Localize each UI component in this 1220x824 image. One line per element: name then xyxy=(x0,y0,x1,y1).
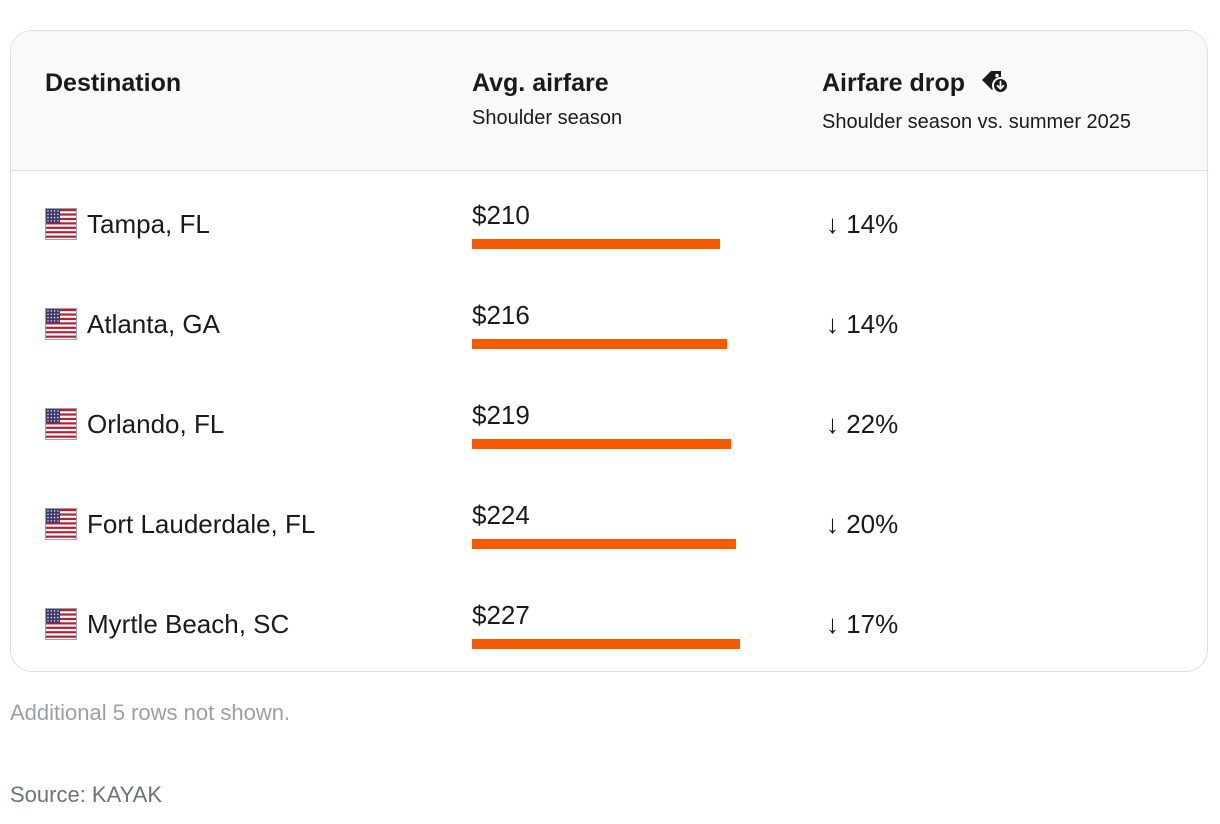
us-flag-icon xyxy=(45,308,77,340)
table-row: Atlanta, GA $216 ↓ 14% xyxy=(11,272,1207,372)
airfare-drop-value: ↓ 22% xyxy=(826,409,899,439)
header-destination: Destination xyxy=(45,68,181,98)
airfare-value: $219 xyxy=(472,400,530,430)
us-flag-icon xyxy=(45,508,77,540)
airfare-bar xyxy=(472,439,731,449)
us-flag-icon xyxy=(45,408,77,440)
destination-name: Myrtle Beach, SC xyxy=(87,609,290,639)
destination-name: Orlando, FL xyxy=(87,409,225,439)
header-drop: Airfare drop Shoulder season vs. summer … xyxy=(822,68,1131,134)
header-drop-title: Airfare drop xyxy=(822,69,966,97)
table-row: Myrtle Beach, SC $227 ↓ 17% xyxy=(11,572,1207,671)
airfare-drop-value: ↓ 14% xyxy=(826,209,899,239)
airfare-bar xyxy=(472,639,740,649)
airfare-table: Destination Avg. airfare Shoulder season… xyxy=(10,30,1208,672)
us-flag-icon xyxy=(45,608,77,640)
destination-name: Atlanta, GA xyxy=(87,309,220,339)
source-note: Source: KAYAK xyxy=(10,782,163,807)
airfare-drop-value: ↓ 14% xyxy=(826,309,899,339)
airfare-drop-value: ↓ 20% xyxy=(826,509,899,539)
header-drop-subtitle: Shoulder season vs. summer 2025 xyxy=(822,111,1132,133)
destination-name: Fort Lauderdale, FL xyxy=(87,509,316,539)
header-destination-title: Destination xyxy=(45,69,182,97)
rows-hidden-note: Additional 5 rows not shown. xyxy=(10,700,291,725)
airfare-value: $210 xyxy=(472,200,530,230)
table-row: Fort Lauderdale, FL $224 ↓ 20% xyxy=(11,472,1207,572)
destination-name: Tampa, FL xyxy=(87,209,210,239)
table-header: Destination Avg. airfare Shoulder season… xyxy=(11,31,1207,171)
airfare-value: $227 xyxy=(472,600,530,630)
header-airfare: Avg. airfare Shoulder season xyxy=(472,68,622,130)
airfare-bar xyxy=(472,339,727,349)
airfare-drop-value: ↓ 17% xyxy=(826,609,899,639)
header-airfare-subtitle: Shoulder season xyxy=(472,107,623,129)
airfare-bar xyxy=(472,539,736,549)
table-row: Tampa, FL $210 ↓ 14% xyxy=(11,172,1207,272)
table-row: Orlando, FL $219 ↓ 22% xyxy=(11,372,1207,472)
header-airfare-title: Avg. airfare xyxy=(472,69,609,97)
us-flag-icon xyxy=(45,208,77,240)
price-tag-down-icon xyxy=(980,69,1010,102)
airfare-bar xyxy=(472,239,720,249)
airfare-value: $224 xyxy=(472,500,530,530)
airfare-value: $216 xyxy=(472,300,530,330)
